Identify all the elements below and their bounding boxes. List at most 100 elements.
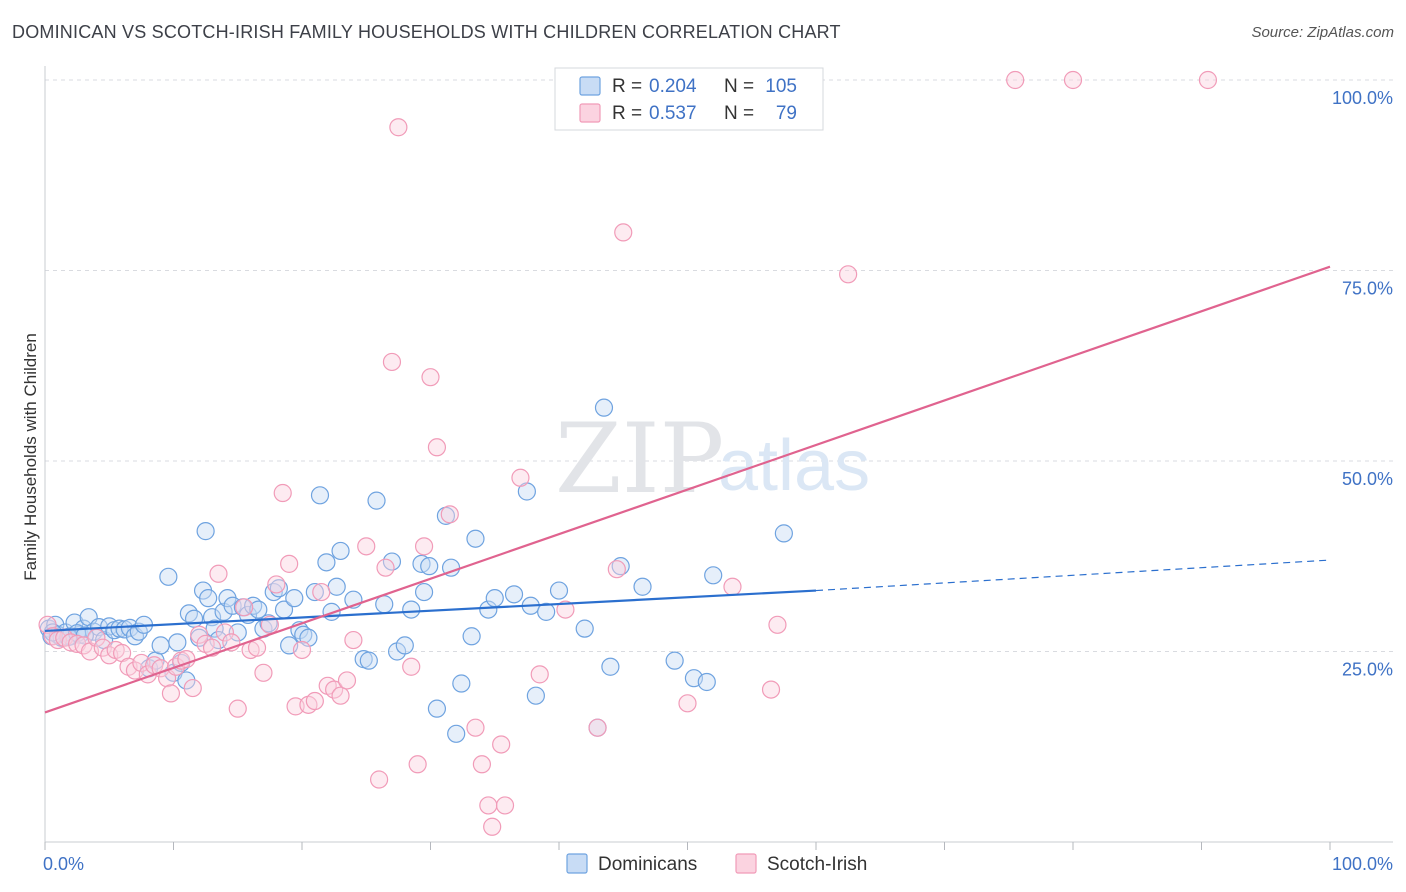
dominicans-point-71 xyxy=(402,600,421,619)
y-tick-labels: 25.0% 50.0% 75.0% 100.0% xyxy=(1332,88,1393,680)
dominicans-point-16 xyxy=(110,619,129,638)
scotch-irish-point-28 xyxy=(209,564,228,583)
dominicans-point-79 xyxy=(452,674,471,693)
dominicans-point-70 xyxy=(395,636,414,655)
watermark-atlas: atlas xyxy=(718,426,870,506)
y-tick-label-50: 50.0% xyxy=(1342,469,1393,489)
scotch-irish-point-0 xyxy=(38,615,57,634)
scotch-irish-point-79 xyxy=(1063,70,1083,90)
dominicans-point-88 xyxy=(537,602,556,621)
scotch-irish-point-78 xyxy=(1006,70,1025,90)
scotch-irish-points xyxy=(38,70,1218,836)
scotch-irish-point-61 xyxy=(466,718,485,737)
scotch-irish-trend-line xyxy=(44,265,1331,714)
scotch-irish-point-25 xyxy=(190,625,209,644)
dominicans-trend-line xyxy=(44,589,817,633)
scotch-irish-point-20 xyxy=(161,684,181,703)
scotch-irish-point-67 xyxy=(511,468,530,487)
scotch-irish-point-75 xyxy=(761,680,781,699)
scotch-irish-point-68 xyxy=(530,665,549,684)
dominicans-point-31 xyxy=(184,609,204,628)
dominicans-point-34 xyxy=(199,589,218,608)
bottom-legend: Dominicans Scotch-Irish xyxy=(566,853,867,875)
legend-r-label-1: R = xyxy=(612,76,642,97)
scotch-irish-point-44 xyxy=(312,582,331,602)
bottom-legend-dominicans: Dominicans xyxy=(598,854,697,875)
dominicans-point-55 xyxy=(294,625,313,644)
scotch-irish-point-57 xyxy=(414,537,434,556)
dominicans-point-37 xyxy=(205,619,224,638)
scotch-irish-point-73 xyxy=(678,694,697,713)
dominicans-point-25 xyxy=(159,567,178,586)
legend-swatch-dominicans xyxy=(579,76,601,96)
dominicans-point-57 xyxy=(305,582,324,602)
dominicans-point-78 xyxy=(447,724,466,743)
y-tick-label-100: 100.0% xyxy=(1332,88,1393,108)
scotch-irish-point-35 xyxy=(254,663,273,682)
dominicans-point-99 xyxy=(704,566,723,585)
scotch-irish-point-66 xyxy=(495,796,515,815)
dominicans-point-73 xyxy=(420,557,439,576)
bottom-legend-scotch-irish: Scotch-Irish xyxy=(767,854,867,875)
x-tick-label-min: 0.0% xyxy=(43,854,84,874)
legend-n-label-2: N = xyxy=(724,103,754,124)
dominicans-point-46 xyxy=(249,600,268,619)
scotch-irish-point-23 xyxy=(177,650,196,669)
y-tick-label-25: 25.0% xyxy=(1342,660,1393,680)
dominicans-point-61 xyxy=(327,577,346,596)
scotch-irish-point-54 xyxy=(389,118,408,137)
dominicans-point-87 xyxy=(526,686,545,705)
dominicans-point-30 xyxy=(179,604,199,623)
dominicans-point-27 xyxy=(168,633,187,652)
dominicans-point-39 xyxy=(214,602,233,621)
chart-title: DOMINICAN VS SCOTCH-IRISH FAMILY HOUSEHO… xyxy=(12,22,841,42)
scotch-irish-point-59 xyxy=(427,438,447,457)
dominicans-point-92 xyxy=(594,398,614,417)
dominicans-point-65 xyxy=(359,651,378,670)
dominicans-point-89 xyxy=(549,581,569,600)
bottom-legend-swatch-scotch-irish xyxy=(735,853,757,874)
scotch-irish-point-58 xyxy=(421,368,440,387)
dominicans-point-96 xyxy=(665,651,684,670)
scotch-irish-point-56 xyxy=(408,755,427,774)
dominicans-point-81 xyxy=(466,529,485,548)
scotch-irish-point-29 xyxy=(215,623,234,642)
scotch-irish-point-62 xyxy=(472,755,491,774)
scotch-irish-point-70 xyxy=(588,718,607,737)
dominicans-point-74 xyxy=(414,582,434,602)
dominicans-point-95 xyxy=(633,577,652,596)
scotch-irish-point-49 xyxy=(344,630,363,650)
scotch-irish-point-55 xyxy=(402,657,421,676)
dominicans-point-58 xyxy=(310,486,330,505)
scotch-irish-point-51 xyxy=(370,770,389,789)
scotch-irish-point-74 xyxy=(723,577,742,596)
scotch-irish-point-77 xyxy=(839,265,858,284)
scotch-irish-point-41 xyxy=(292,640,312,660)
x-tick-label-max: 100.0% xyxy=(1332,854,1393,874)
dominicans-trend-extension xyxy=(815,559,1331,592)
scotch-irish-point-64 xyxy=(483,817,502,836)
dominicans-point-59 xyxy=(317,553,336,572)
scotch-irish-point-80 xyxy=(1198,70,1218,90)
dominicans-point-67 xyxy=(375,595,394,614)
scotch-irish-point-32 xyxy=(235,598,254,617)
legend-r-label-2: R = xyxy=(612,103,642,124)
dominicans-point-42 xyxy=(228,623,247,642)
source-label: Source: ZipAtlas.com xyxy=(1251,24,1394,41)
scotch-irish-point-69 xyxy=(556,600,575,619)
scotch-irish-point-48 xyxy=(337,671,357,690)
scotch-irish-point-63 xyxy=(479,796,498,815)
legend-n-label-1: N = xyxy=(724,76,754,97)
scotch-irish-point-65 xyxy=(492,735,511,754)
dominicans-point-83 xyxy=(485,589,504,608)
legend-swatch-scotch-irish xyxy=(579,103,601,123)
watermark-zip: ZIP xyxy=(555,403,724,515)
dominicans-point-53 xyxy=(285,589,304,608)
trend-lines xyxy=(44,265,1331,714)
dominicans-point-82 xyxy=(479,600,498,619)
gridlines xyxy=(45,79,1393,652)
scotch-irish-point-60 xyxy=(440,505,459,524)
bottom-legend-swatch-dominicans xyxy=(566,853,588,874)
scotch-irish-point-37 xyxy=(267,575,286,594)
